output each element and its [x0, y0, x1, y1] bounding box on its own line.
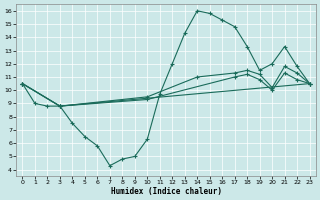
- X-axis label: Humidex (Indice chaleur): Humidex (Indice chaleur): [110, 187, 221, 196]
